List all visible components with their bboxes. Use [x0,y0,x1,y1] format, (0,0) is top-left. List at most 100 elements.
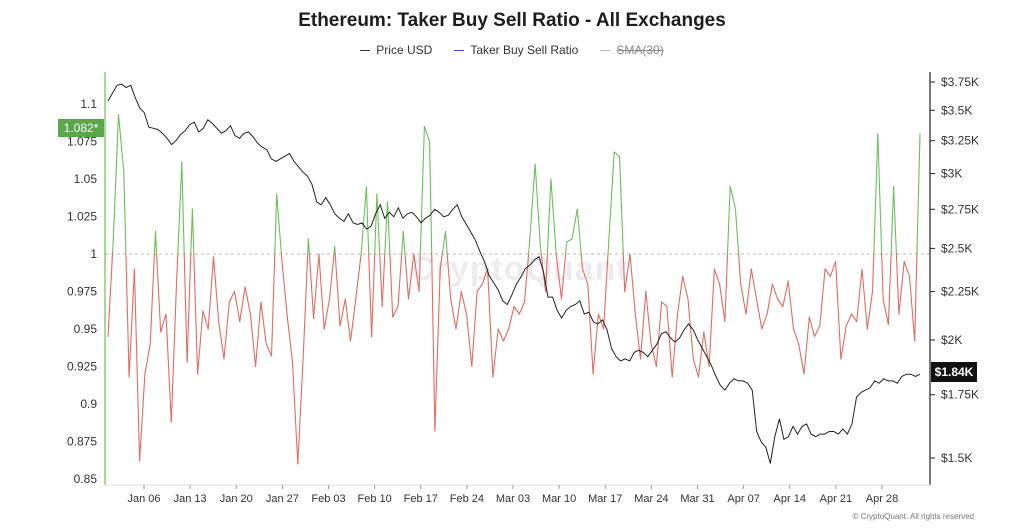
ratio-segment-above [444,230,448,255]
right-tick-label: $3.5K [941,103,972,117]
left-tick-label: 0.925 [67,360,97,374]
ratio-segment-below [745,268,752,315]
x-tick-label: Feb 10 [358,493,392,505]
ratio-segment-below [492,328,499,378]
right-tick-label: $3K [941,167,962,181]
ratio-segment-below [840,325,847,360]
ratio-segment-above [571,208,578,240]
ratio-segment-above [112,113,120,240]
ratio-segment-below [481,268,489,285]
current-ratio-badge [58,119,104,137]
x-tick-label: Apr 07 [727,493,759,505]
legend-label-price: Price USD [376,43,433,57]
ratio-segment-below [265,343,273,357]
ratio-segment-below [903,260,911,278]
ratio-segment-below [861,268,868,330]
ratio-segment-below [719,283,726,323]
ratio-segment-below [866,290,874,330]
ratio-segment-below [603,253,609,330]
ratio-segment-below [835,260,842,360]
x-tick-label: Mar 10 [542,493,576,505]
ratio-segment-above [576,208,582,255]
ratio-segment-above [111,238,114,255]
right-tick-label: $2K [941,333,962,347]
ratio-segment-above [566,238,573,243]
ratio-segment-below [661,301,668,308]
ratio-segment-below [397,253,403,308]
ratio-segment-below [850,313,858,323]
ratio-segment-below [431,253,436,432]
ratio-segment-above [191,208,195,255]
right-tick-label: $2.75K [941,202,979,216]
ratio-segment-below [787,280,795,330]
ratio-segment-below [908,275,916,342]
ratio-segment-below [792,328,800,345]
ratio-segment-below [629,253,636,315]
ratio-segment-below [502,328,510,342]
left-tick-label: 1.075 [67,135,97,149]
ratio-segment-above [528,238,531,255]
ratio-segment-above [539,245,542,255]
ratio-segment-below [895,253,900,315]
ratio-segment-above [177,161,183,255]
ratio-segment-below [645,290,652,345]
current-price-label: $1.84K [935,365,974,379]
ratio-segment-above [276,193,282,255]
ratio-segment-below [107,253,114,338]
ratio-segment-below [587,283,594,375]
ratio-segment-below [523,253,530,303]
ratio-segment-below [280,253,283,263]
ratio-segment-above [618,155,624,255]
ratio-segment-above [916,133,921,255]
ratio-segment-below [368,253,373,338]
left-tick-label: 1.05 [74,172,98,186]
ratio-segment-below [260,301,267,345]
ratio-segment-below [392,305,399,318]
ratio-segment-above [384,200,389,255]
left-tick-label: 1.025 [67,210,97,224]
ratio-segment-above [386,200,391,255]
legend-item-ratio[interactable]: Taker Buy Sell Ratio [454,43,578,57]
ratio-segment-above [726,185,731,255]
left-tick-label: 0.95 [74,322,98,336]
ratio-segment-below [687,298,694,360]
ratio-segment-below [255,301,262,368]
ratio-segment-below [344,298,352,342]
ratio-segment-below [328,253,335,300]
right-tick-label: $1.5K [941,451,972,465]
ratio-segment-below [650,343,657,368]
ratio-segment-below [808,316,816,338]
x-tick-label: Feb 24 [450,493,484,505]
current-ratio-label: 1.082* [64,121,99,135]
ratio-segment-above [307,238,310,255]
ratio-segment-above [734,208,740,255]
ratio-segment-above [365,185,370,255]
ratio-segment-below [125,253,130,378]
legend-item-price[interactable]: Price USD [360,43,432,57]
ratio-segment-above [613,151,621,158]
ratio-segment-below [223,301,230,360]
ratio-segment-above [402,230,406,255]
ratio-segment-below [170,283,178,423]
right-tick-label: $2.5K [941,241,972,255]
ratio-segment-above [123,170,127,255]
ratio-segment-below [228,290,236,303]
legend-item-sma[interactable]: SMA(30) [600,43,664,57]
ratio-segment-below [914,253,918,342]
ratio-segment-below [882,298,889,326]
ratio-segment-above [429,140,433,255]
x-tick-label: Mar 31 [680,493,714,505]
x-tick-label: Jan 06 [127,493,160,505]
ratio-segment-below [513,305,520,315]
ratio-segment-below [349,298,357,342]
price-line [107,83,921,464]
current-price-badge [931,362,977,382]
ratio-segment-above [360,185,367,255]
ratio-segment-below [297,358,304,465]
ratio-segment-above [154,230,158,255]
ratio-segment-below [580,253,584,270]
x-tick-label: Mar 03 [496,493,530,505]
ratio-segment-below [555,253,563,300]
ratio-segment-below [798,343,805,375]
